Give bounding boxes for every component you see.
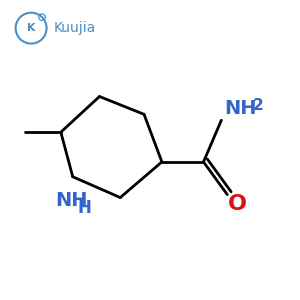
- Text: NH: NH: [55, 191, 88, 210]
- Text: K: K: [27, 23, 35, 33]
- Text: O: O: [228, 194, 247, 214]
- Text: Kuujia: Kuujia: [54, 21, 96, 35]
- Text: NH: NH: [224, 99, 257, 118]
- Text: 2: 2: [253, 98, 263, 113]
- Text: H: H: [78, 199, 92, 217]
